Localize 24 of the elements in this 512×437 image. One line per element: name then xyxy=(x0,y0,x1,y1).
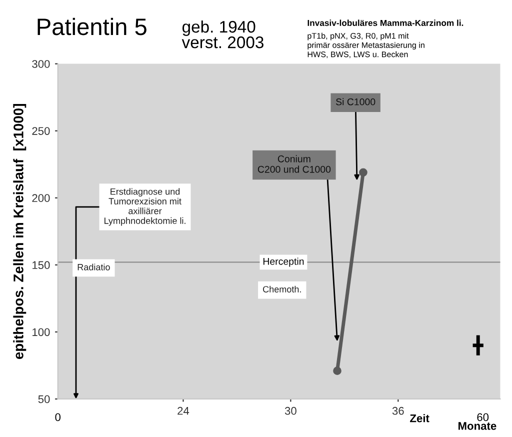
text: 0 xyxy=(55,413,61,422)
ref-line-label: Herceptin xyxy=(263,258,304,267)
text: Invasiv-lobuläres Mamma-Karzinom li. xyxy=(308,20,464,26)
text: Monate xyxy=(458,422,496,430)
annotation: Radiatio xyxy=(78,264,110,270)
x-axis-title: Zeit xyxy=(410,414,430,422)
annotation: Chemoth. xyxy=(263,286,301,292)
annotation: Erstdiagnose und Tumorexzision mit axilliärer Lymphnodektomie li. xyxy=(104,188,186,226)
y-tick-label: 150 xyxy=(32,261,50,270)
x-tick-label: 36 xyxy=(392,406,404,415)
y-tick-label: 100 xyxy=(32,328,50,336)
text: pT1b, pNX, G3, R0, pM1 mit primär ossärer Metastasierung in HWS, BWS, LWS u. Becken xyxy=(308,32,424,58)
y-tick-label: 200 xyxy=(32,194,50,202)
text: 60 xyxy=(477,413,489,422)
y-tick-label: 300 xyxy=(32,60,50,68)
y-tick-label: 50 xyxy=(38,395,50,404)
chart-title: Patientin 5 xyxy=(38,18,146,36)
annotation: Si C1000 xyxy=(336,98,376,106)
y-tick-label: 250 xyxy=(32,127,50,135)
y-axis-title: epithelpos. Zellen im Kreislauf [x1000] xyxy=(13,104,26,359)
annotation: Conium C200 und C1000 xyxy=(258,155,331,173)
x-tick-label: 24 xyxy=(178,406,190,415)
x-tick-label: 30 xyxy=(284,406,296,415)
chart-subtitle: geb. 1940 verst. 2003 xyxy=(182,20,264,48)
